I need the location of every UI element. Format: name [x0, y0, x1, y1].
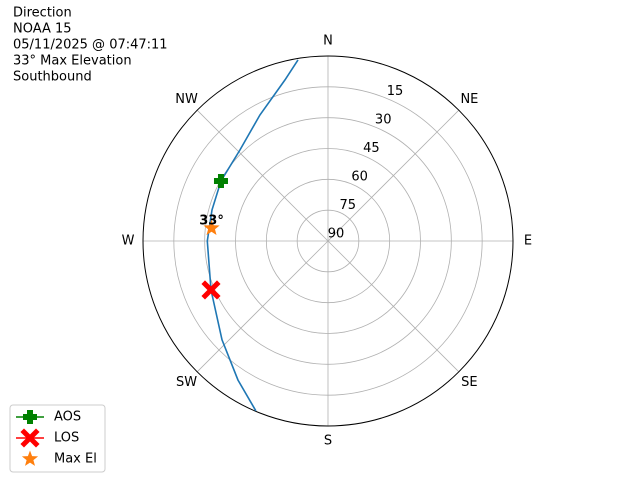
angle-tick-label: NW: [175, 92, 198, 107]
marker-plus: [213, 173, 228, 188]
grid-spoke: [327, 109, 460, 242]
angle-tick-label: N: [323, 34, 333, 49]
marker-plus: [23, 410, 37, 424]
angle-tick-label: NE: [460, 92, 478, 107]
legend-label: Max El: [54, 452, 97, 467]
angle-tick-label: S: [324, 434, 332, 449]
marker-star: [203, 219, 220, 235]
legend-label: LOS: [54, 431, 79, 446]
outer-circle: [142, 55, 514, 427]
legend-box: [9, 404, 106, 473]
title-line: Direction: [13, 6, 72, 21]
title-line: Southbound: [13, 70, 92, 85]
angle-tick-label: W: [122, 234, 135, 249]
grid-spoke: [196, 240, 329, 373]
r-tick-label: 30: [375, 113, 392, 128]
grid-spoke: [196, 109, 329, 242]
r-tick-label: 90: [328, 227, 345, 242]
r-tick-label: 15: [387, 84, 404, 99]
marker-star: [21, 450, 39, 466]
title-line: 33° Max Elevation: [13, 54, 132, 69]
angle-tick-label: SW: [176, 375, 197, 390]
title-line: 05/11/2025 @ 07:47:11: [13, 38, 168, 53]
legend: AOS LOS Max El: [9, 404, 106, 473]
marker-x: [20, 428, 40, 448]
legend-label: AOS: [54, 410, 81, 425]
r-tick-label: 75: [340, 198, 357, 213]
annotation: 33°: [199, 214, 224, 229]
track-line: [206, 59, 299, 412]
r-tick-label: 60: [351, 170, 368, 185]
grid-spoke: [327, 240, 460, 373]
angle-tick-label: E: [524, 234, 532, 249]
r-tick-label: 45: [363, 141, 380, 156]
angle-tick-label: SE: [461, 375, 477, 390]
marker-x: [201, 280, 221, 300]
title-line: NOAA 15: [13, 22, 72, 37]
